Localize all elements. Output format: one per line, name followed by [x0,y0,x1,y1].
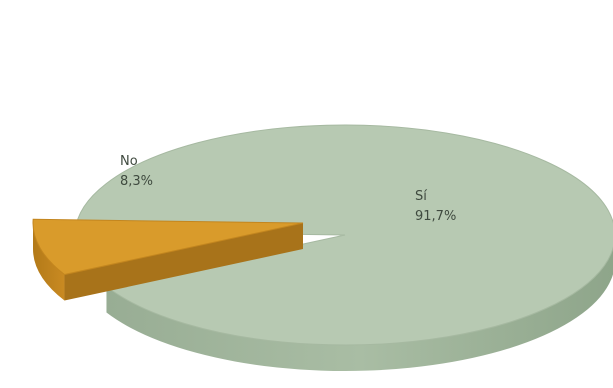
pie-slice-side-si-1 [106,248,613,371]
slice-label-si: Sí [415,189,427,204]
pie-slice-si [74,124,613,346]
pie-slice-no [32,218,304,276]
slice-value-label-si: 91,7% [415,209,456,224]
slice-label-no: No [120,154,138,169]
pie-slice-side-no [33,223,65,301]
pie-slice-face-no [64,223,303,301]
slice-value-label-no: 8,3% [120,174,153,189]
